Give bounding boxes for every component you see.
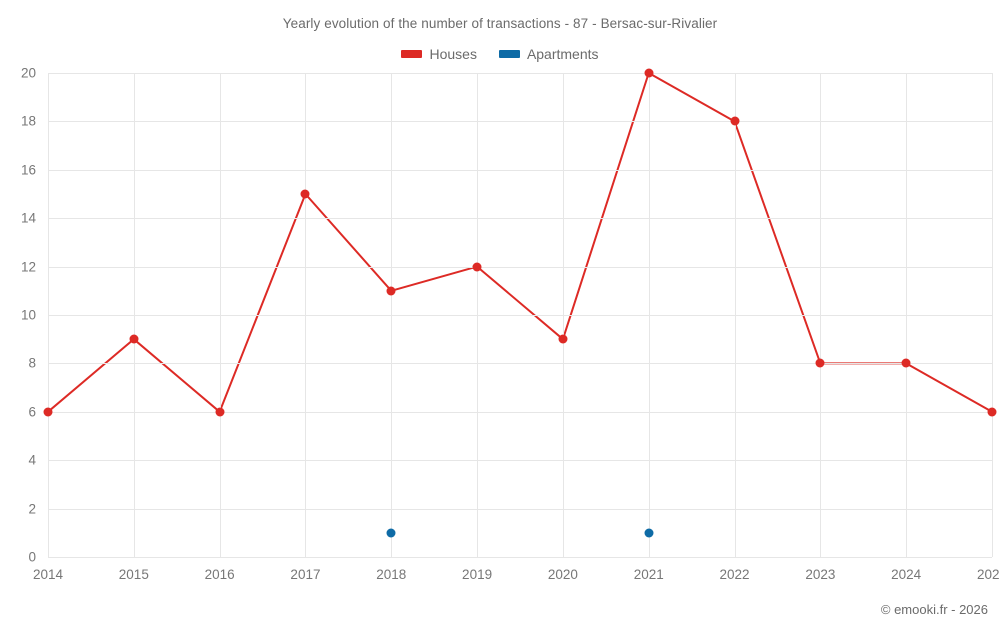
copyright-footer: © emooki.fr - 2026 bbox=[880, 602, 988, 617]
data-point-marker[interactable] bbox=[386, 528, 396, 538]
x-axis-tick-label: 2019 bbox=[462, 567, 493, 582]
gridline-vertical bbox=[477, 73, 479, 557]
gridline-horizontal bbox=[48, 363, 992, 365]
data-point-marker[interactable] bbox=[558, 334, 568, 344]
data-point-marker[interactable] bbox=[815, 358, 825, 368]
gridline-horizontal bbox=[48, 169, 992, 171]
gridline-horizontal bbox=[48, 73, 992, 74]
gridline-vertical bbox=[648, 73, 650, 557]
gridline-vertical bbox=[133, 73, 135, 557]
legend-item-houses[interactable]: Houses bbox=[401, 46, 477, 62]
data-point-marker[interactable] bbox=[644, 528, 654, 538]
gridline-horizontal bbox=[48, 460, 992, 462]
x-axis-tick-label: 2025 bbox=[976, 567, 1000, 582]
y-axis-tick-label: 0 bbox=[28, 549, 36, 565]
y-axis-tick-label: 6 bbox=[28, 404, 36, 420]
gridline-vertical bbox=[219, 73, 221, 557]
data-point-marker[interactable] bbox=[43, 407, 53, 417]
legend-item-apartments[interactable]: Apartments bbox=[498, 46, 599, 62]
chart-title: Yearly evolution of the number of transa… bbox=[282, 16, 718, 31]
gridline-horizontal bbox=[48, 218, 992, 220]
y-axis-tick-label: 12 bbox=[20, 259, 36, 275]
x-axis-tick-label: 2018 bbox=[376, 567, 407, 582]
y-axis-tick-label: 2 bbox=[28, 501, 36, 517]
gridline-horizontal bbox=[48, 121, 992, 123]
x-axis-tick-label: 2023 bbox=[805, 567, 836, 582]
x-axis-tick-label: 2022 bbox=[719, 567, 750, 582]
y-axis-tick-label: 8 bbox=[28, 355, 36, 371]
legend-swatch-icon bbox=[498, 50, 520, 58]
x-axis-tick-label: 2014 bbox=[32, 567, 64, 582]
x-axis-tick-label: 2024 bbox=[891, 567, 922, 582]
data-point-marker[interactable] bbox=[472, 262, 482, 272]
x-axis-tick-label: 2017 bbox=[290, 567, 321, 582]
x-axis-tick-label: 2015 bbox=[118, 567, 149, 582]
y-axis-tick-label: 4 bbox=[28, 452, 36, 468]
legend-label-apartments: Apartments bbox=[526, 46, 599, 62]
gridline-vertical bbox=[48, 73, 49, 557]
data-point-marker[interactable] bbox=[730, 116, 740, 126]
data-point-marker[interactable] bbox=[901, 358, 911, 368]
gridline-horizontal bbox=[48, 315, 992, 316]
gridline-vertical bbox=[820, 73, 822, 557]
x-axis-tick-label: 2016 bbox=[204, 567, 235, 582]
legend-swatch-icon bbox=[401, 50, 423, 58]
data-point-marker[interactable] bbox=[386, 286, 396, 296]
plot-area: 0 2 4 6 8 10 12 14 16 18 20 2014 2015 2016 2017 2018 201… bbox=[21, 66, 1000, 583]
x-axis-tick-label: 2020 bbox=[547, 567, 578, 582]
y-axis-tick-label: 20 bbox=[20, 65, 36, 81]
x-axis-tick-label: 2021 bbox=[633, 567, 664, 582]
y-axis-tick-label: 14 bbox=[20, 210, 36, 226]
data-point-marker[interactable] bbox=[215, 407, 225, 417]
gridline-vertical bbox=[906, 73, 908, 557]
y-axis-tick-label: 10 bbox=[20, 307, 36, 323]
data-point-marker[interactable] bbox=[644, 68, 654, 78]
gridline-horizontal bbox=[48, 266, 992, 268]
data-point-marker[interactable] bbox=[987, 407, 997, 417]
gridline-horizontal bbox=[48, 557, 992, 558]
gridline-vertical bbox=[734, 73, 736, 557]
legend-label-houses: Houses bbox=[429, 46, 477, 62]
gridline-horizontal bbox=[48, 411, 992, 413]
gridline-vertical bbox=[992, 73, 993, 557]
y-axis-tick-label: 16 bbox=[20, 162, 36, 178]
chart-legend: Houses Apartments bbox=[0, 44, 1000, 64]
gridline-vertical bbox=[562, 73, 564, 557]
y-axis-tick-label: 18 bbox=[20, 113, 36, 129]
gridline-vertical bbox=[391, 73, 393, 557]
data-point-marker[interactable] bbox=[300, 189, 310, 199]
series-line bbox=[47, 72, 993, 413]
gridline-horizontal bbox=[48, 508, 992, 510]
data-point-marker[interactable] bbox=[129, 334, 139, 344]
gridline-vertical bbox=[305, 73, 307, 557]
